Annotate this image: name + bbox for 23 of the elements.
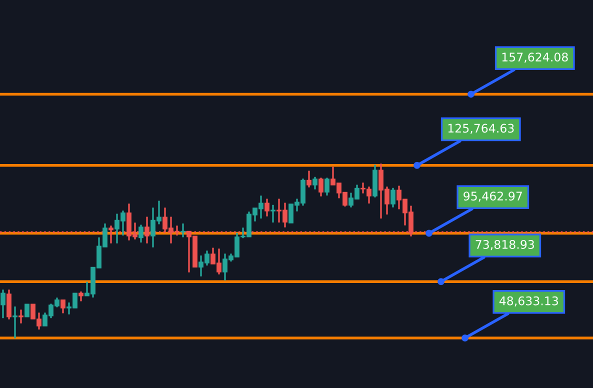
candlestick (0, 290, 6, 318)
candlestick (180, 224, 186, 238)
candlestick (78, 292, 84, 302)
candlestick (60, 300, 66, 314)
candlestick (324, 178, 330, 196)
candlestick (372, 164, 378, 198)
candlestick (270, 204, 276, 222)
candlestick (318, 178, 324, 196)
candlestick (390, 188, 396, 208)
text: 73,818.93 (476, 240, 534, 250)
candlestick (6, 290, 12, 320)
candlestick (312, 176, 318, 190)
candlestick (12, 306, 18, 338)
candlestick (264, 198, 270, 216)
text: 48,633.13 (499, 296, 558, 307)
text: 95,462.97 (464, 192, 522, 202)
candlestick (18, 310, 24, 324)
candlestick (138, 224, 144, 242)
candlestick (108, 226, 114, 244)
text: 125,764.63 (448, 124, 514, 134)
candlestick (24, 304, 30, 318)
text: 157,624.08 (502, 52, 568, 63)
candlestick (306, 170, 312, 188)
